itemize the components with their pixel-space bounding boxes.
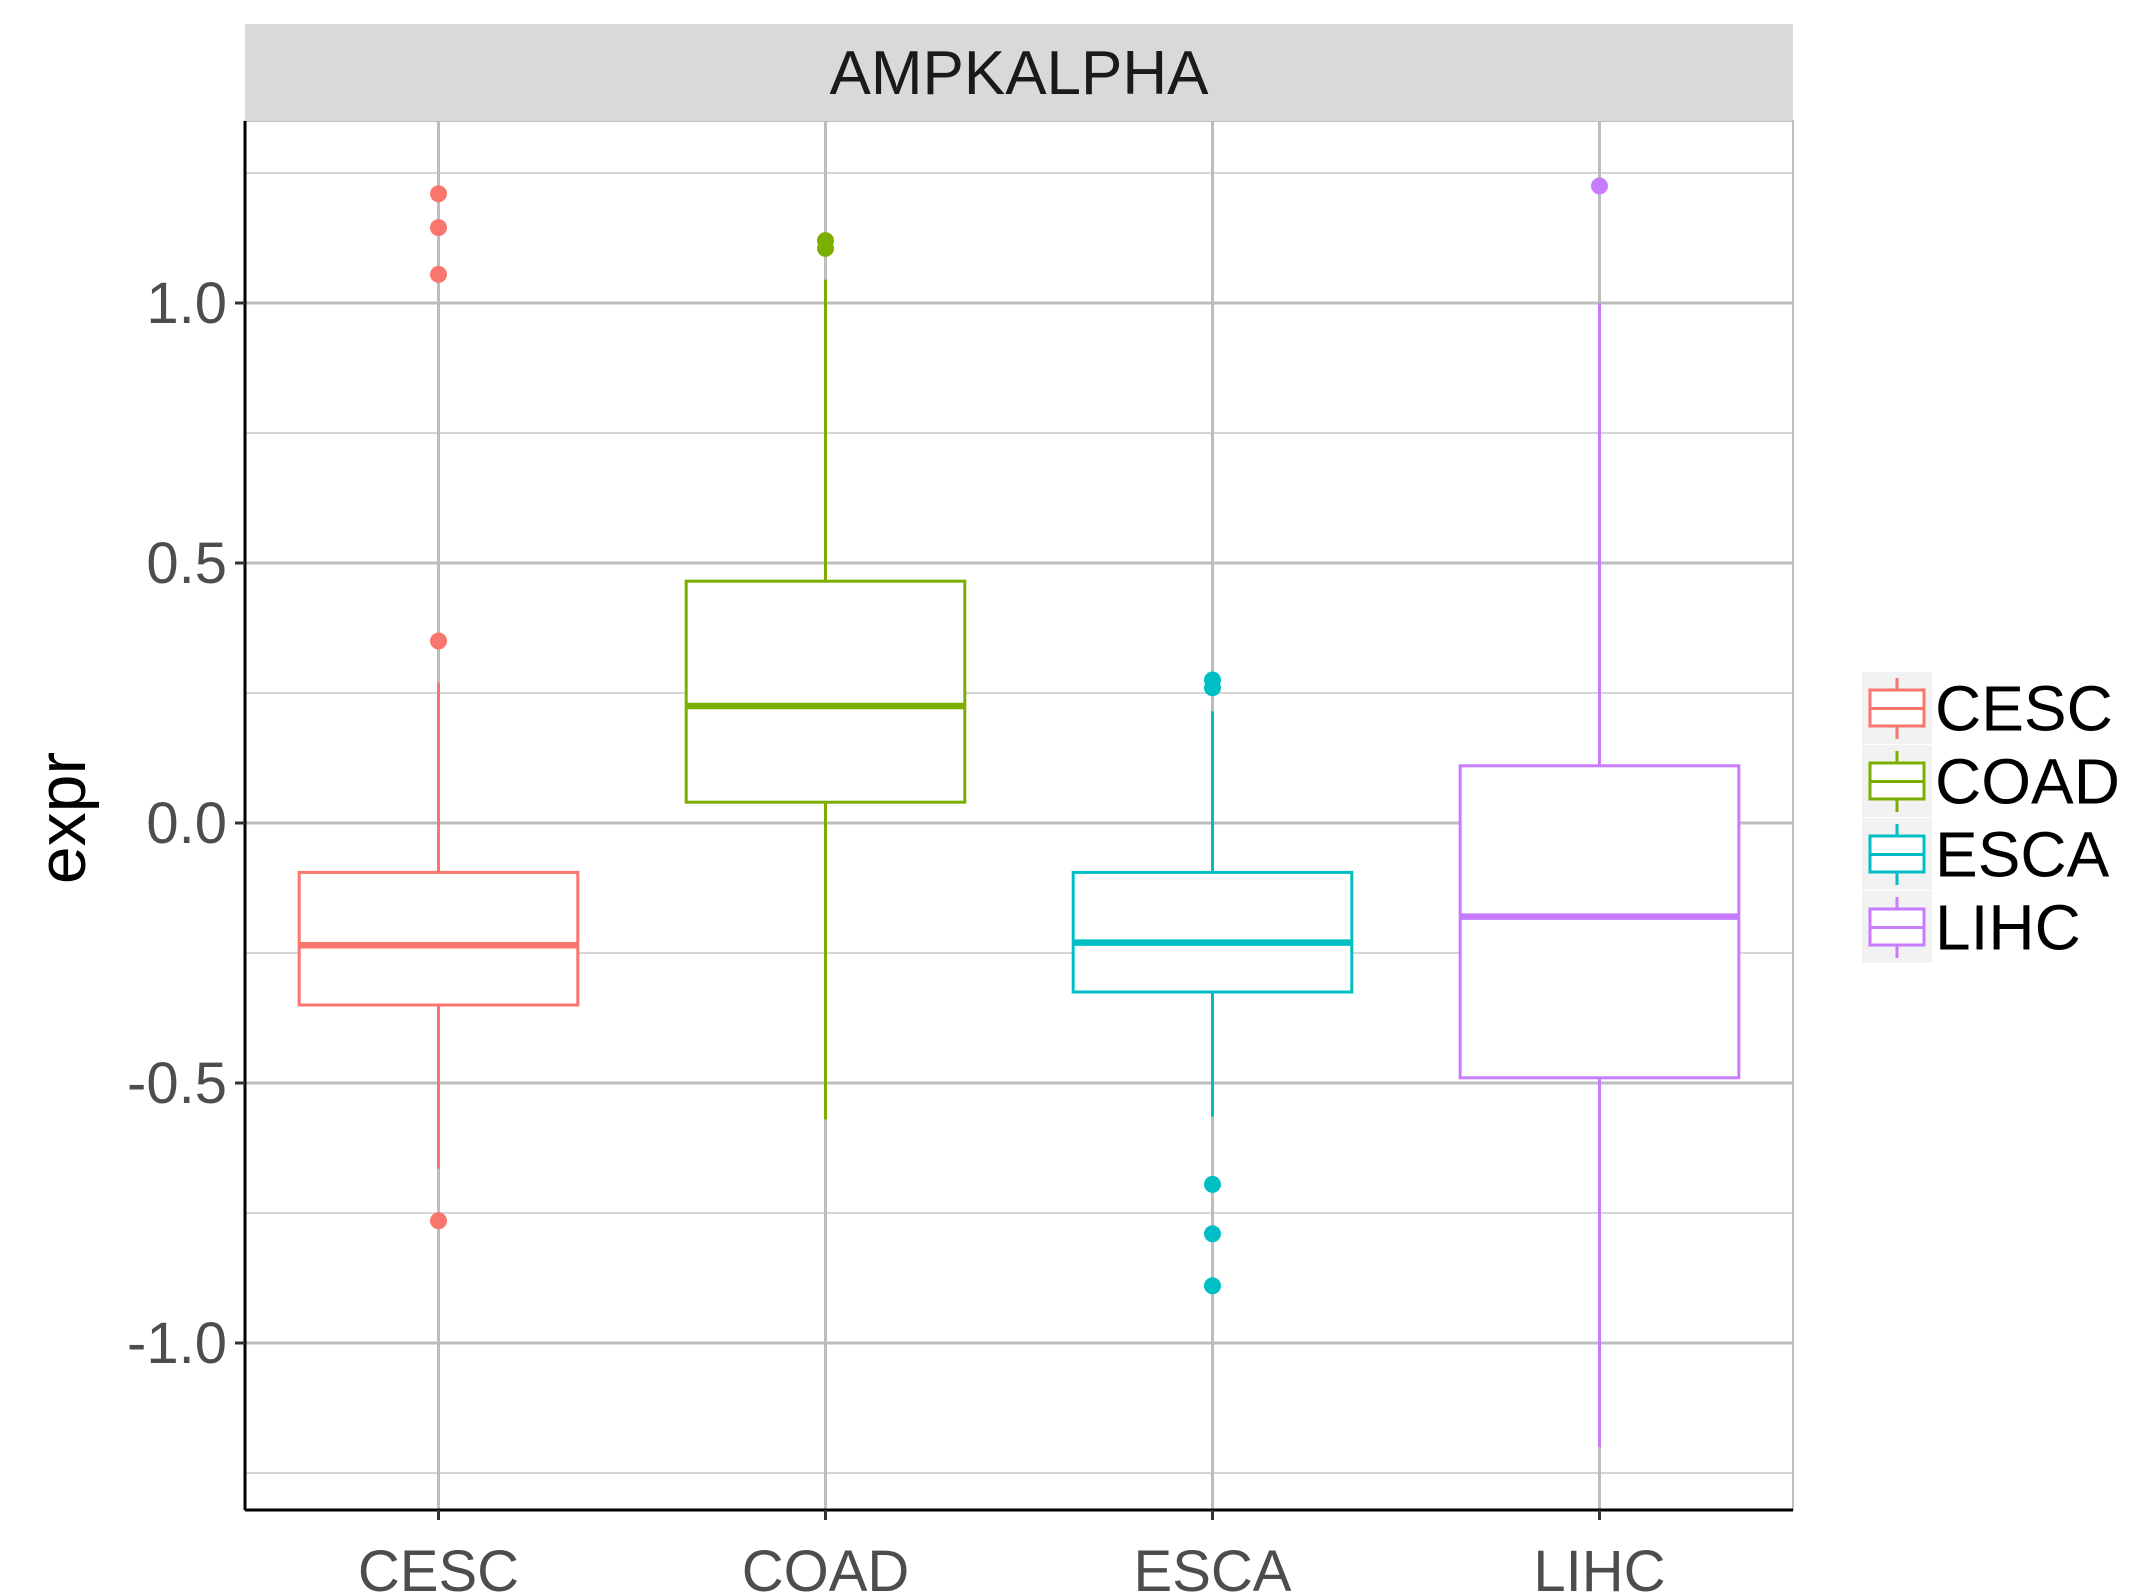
legend-item-esca: ESCA <box>1862 818 2110 891</box>
legend-label: COAD <box>1935 746 2120 818</box>
x-axis-ticks: CESC COAD ESCA LIHC <box>358 1510 1666 1596</box>
y-axis-ticks: 1.0 0.5 0.0 -0.5 -1.0 <box>127 271 245 1376</box>
x-tick-label: ESCA <box>1134 1539 1292 1596</box>
box-layer <box>297 177 1741 1447</box>
legend-item-lihc: LIHC <box>1862 891 2081 964</box>
box-cesc <box>297 185 580 1230</box>
box-coad <box>684 232 967 1120</box>
outlier-point <box>430 1212 447 1230</box>
y-tick-label: -0.5 <box>127 1051 227 1116</box>
box-body <box>1071 870 1354 994</box>
outlier-point <box>430 185 447 203</box>
box-body <box>297 870 580 1007</box>
outlier-point <box>430 632 447 650</box>
outlier-point <box>1204 1277 1221 1295</box>
outlier-point <box>1204 1175 1221 1193</box>
outlier-point <box>430 219 447 237</box>
y-tick-label: 0.0 <box>146 791 227 856</box>
outlier-point <box>1204 1225 1221 1243</box>
outlier-point <box>1591 177 1608 195</box>
y-tick-label: -1.0 <box>127 1311 227 1376</box>
x-tick-label: CESC <box>358 1539 519 1596</box>
y-tick-label: 1.0 <box>146 271 227 336</box>
x-tick-label: COAD <box>742 1539 910 1596</box>
legend-item-coad: COAD <box>1862 745 2120 818</box>
outlier-point <box>817 239 834 257</box>
box-body <box>1458 764 1741 1080</box>
y-tick-label: 0.5 <box>146 531 227 596</box>
x-tick-label: LIHC <box>1533 1539 1665 1596</box>
box-body <box>684 579 967 804</box>
facet-strip <box>245 24 1793 121</box>
y-axis-title: expr <box>24 752 100 884</box>
legend-label: LIHC <box>1935 892 2081 964</box>
box-lihc <box>1458 177 1741 1447</box>
outlier-point <box>1204 679 1221 697</box>
legend-label: CESC <box>1935 673 2113 745</box>
box-esca <box>1071 671 1354 1295</box>
facet-title: AMPKALPHA <box>829 39 1209 108</box>
legend-item-cesc: CESC <box>1862 672 2113 745</box>
legend-label: ESCA <box>1935 819 2110 891</box>
outlier-point <box>430 265 447 283</box>
